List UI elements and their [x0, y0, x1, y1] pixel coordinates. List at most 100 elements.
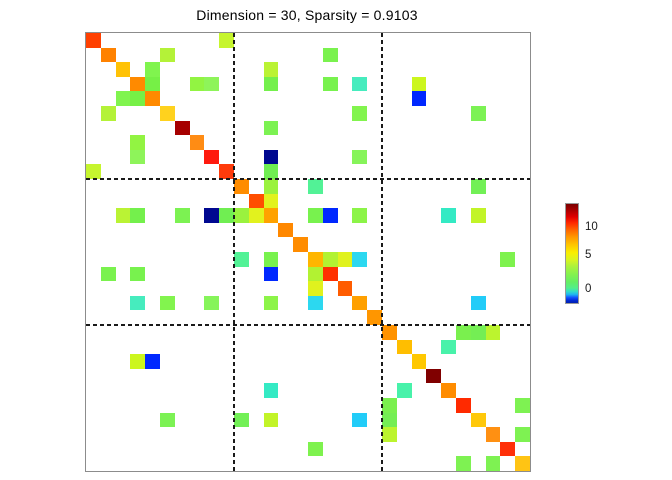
matrix-cell	[86, 164, 101, 179]
matrix-cell	[500, 441, 516, 457]
matrix-cell	[130, 149, 146, 165]
matrix-cell	[337, 252, 353, 267]
matrix-cell	[234, 252, 249, 267]
matrix-cell	[219, 164, 234, 179]
matrix-cell	[308, 252, 323, 267]
matrix-cell	[382, 325, 397, 340]
matrix-cell	[411, 76, 427, 92]
matrix-cell	[130, 354, 146, 369]
matrix-cell	[515, 398, 530, 413]
matrix-cell	[234, 208, 249, 223]
matrix-cell	[308, 208, 323, 223]
matrix-cell	[263, 208, 279, 223]
matrix-cell	[352, 412, 368, 428]
matrix-cell	[485, 325, 501, 340]
matrix-cell	[322, 76, 338, 92]
matrix-cell	[293, 237, 308, 252]
matrix-cell	[130, 266, 146, 282]
matrix-cell	[100, 266, 116, 282]
matrix-cell	[278, 222, 294, 238]
matrix-cell	[130, 208, 146, 223]
matrix-cell	[263, 266, 279, 282]
matrix-cell	[263, 62, 279, 77]
matrix-cell	[100, 47, 116, 63]
matrix-cell	[160, 47, 175, 63]
matrix-cell	[115, 91, 131, 106]
matrix-cell	[219, 208, 234, 223]
matrix-cell	[441, 208, 456, 223]
matrix-cell	[219, 33, 234, 48]
matrix-cell	[322, 208, 338, 223]
matrix-cell	[130, 295, 146, 311]
matrix-cell	[500, 252, 516, 267]
matrix-cell	[86, 33, 101, 48]
matrix-cell	[367, 310, 382, 325]
matrix-cell	[189, 135, 205, 150]
matrix-cell	[470, 106, 486, 121]
chart-title: Dimension = 30, Sparsity = 0.9103	[196, 7, 418, 23]
matrix-cell	[382, 398, 397, 413]
matrix-cell	[470, 412, 486, 428]
matrix-cell	[308, 179, 323, 194]
matrix-cell	[263, 412, 279, 428]
matrix-cell	[352, 106, 368, 121]
matrix-cell	[263, 252, 279, 267]
matrix-cell	[145, 62, 160, 77]
matrix-cell	[441, 383, 456, 398]
matrix-cell	[322, 47, 338, 63]
matrix-cell	[411, 91, 427, 106]
matrix-cell	[456, 398, 471, 413]
matrix-cell	[263, 295, 279, 311]
matrix-cell	[337, 281, 353, 296]
matrix-cell	[263, 179, 279, 194]
matrix-cell	[115, 62, 131, 77]
colorbar-tick-label: 5	[585, 249, 592, 262]
matrix-cell	[382, 412, 397, 428]
matrix-cell	[234, 412, 249, 428]
matrix-cell	[234, 179, 249, 194]
matrix-cell	[145, 91, 160, 106]
matrix-cell	[322, 252, 338, 267]
matrix-cell	[441, 339, 456, 355]
matrix-cell	[515, 427, 530, 442]
matrix-cell	[308, 295, 323, 311]
matrix-cell	[456, 325, 471, 340]
matrix-cell	[485, 456, 501, 471]
matrix-cell	[470, 208, 486, 223]
matrix-cell	[130, 76, 146, 92]
colorbar-tick-label: 10	[585, 221, 598, 234]
matrix-cell	[263, 164, 279, 179]
colorbar	[565, 203, 579, 304]
matrix-cell	[456, 456, 471, 471]
matrix-cell	[204, 208, 220, 223]
matrix-cell	[308, 281, 323, 296]
matrix-cell	[160, 106, 175, 121]
matrix-cell	[189, 76, 205, 92]
matrix-cell	[411, 354, 427, 369]
matrix-cell	[130, 91, 146, 106]
matrix-cell	[248, 193, 264, 209]
matrix-cell	[470, 179, 486, 194]
matrix-cell	[160, 412, 175, 428]
matrix-cell	[145, 76, 160, 92]
matrix-cell	[470, 325, 486, 340]
matrix-cell	[515, 456, 530, 471]
matrix-cell	[352, 149, 368, 165]
matrix-cell	[115, 208, 131, 223]
matrix-cell	[426, 368, 442, 384]
matrix-cell	[322, 266, 338, 282]
matrix-cell	[352, 208, 368, 223]
matrix-cell	[174, 208, 190, 223]
matrix-cell	[204, 149, 220, 165]
matrix-cell	[145, 354, 160, 369]
matrix-cell	[470, 295, 486, 311]
matrix-cell	[174, 120, 190, 136]
matrix-cell	[396, 383, 412, 398]
matrix-cell	[485, 427, 501, 442]
matrix-cell	[352, 252, 368, 267]
matrix-cell	[204, 76, 220, 92]
matrix-cell	[352, 76, 368, 92]
matrix-cell	[352, 295, 368, 311]
matrix-cell	[382, 427, 397, 442]
